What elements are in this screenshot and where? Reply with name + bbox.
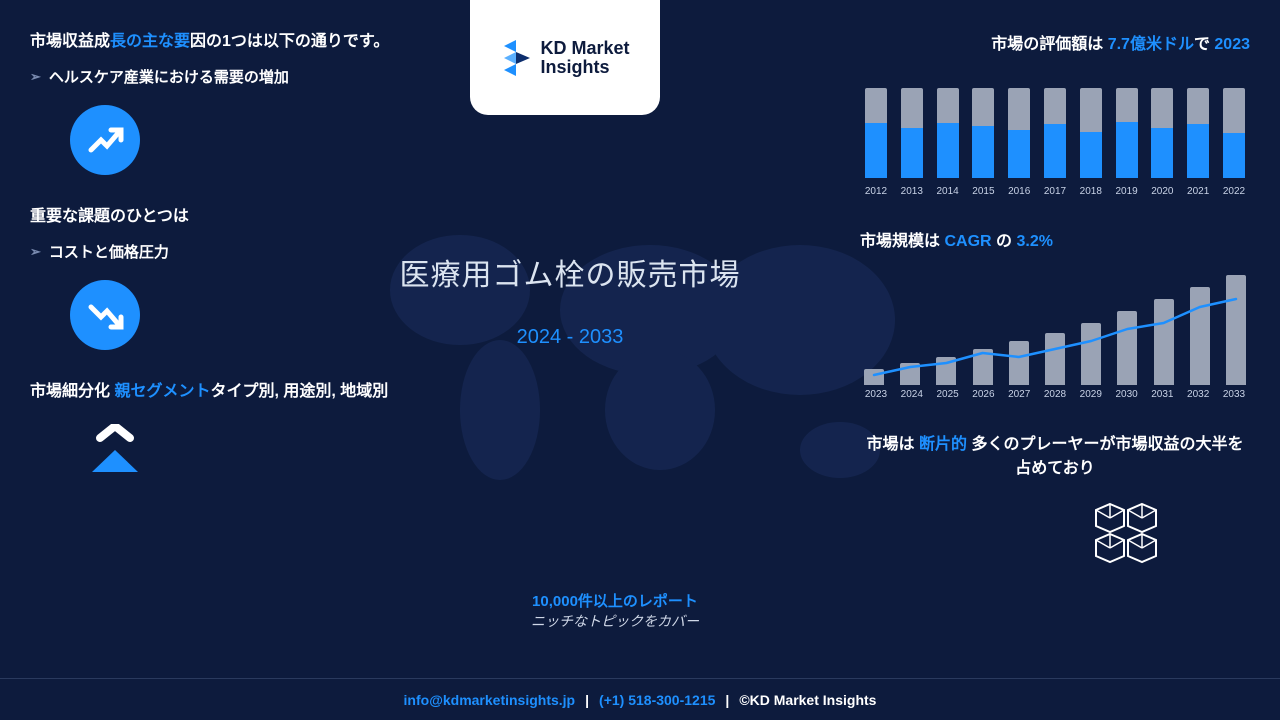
chart1-xlabel: 2020 — [1148, 186, 1176, 197]
logo-line1: KD Market — [540, 38, 629, 58]
chart2-xlabel: 2028 — [1041, 389, 1069, 400]
world-map-bg — [350, 200, 930, 520]
chart1-xlabel: 2022 — [1220, 186, 1248, 197]
segmentation-icon — [80, 424, 410, 489]
cagr-label: CAGR — [944, 233, 991, 250]
challenge-bullet: コストと価格圧力 — [49, 241, 169, 262]
chart2-xlabel: 2024 — [898, 389, 926, 400]
seg-pre: 市場細分化 — [30, 383, 114, 400]
valuation-chart — [860, 68, 1250, 178]
logo-icon — [500, 38, 534, 78]
challenge-section: 重要な課題のひとつは ➢ コストと価格圧力 — [30, 205, 410, 350]
chart1-xlabel: 2015 — [969, 186, 997, 197]
chart1-xlabel: 2016 — [1005, 186, 1033, 197]
fragmented-section: 市場は 断片的 多くのプレーヤーが市場収益の大半を占めており — [860, 430, 1250, 566]
footer: info@kdmarketinsights.jp | (+1) 518-300-… — [0, 678, 1280, 720]
valuation-pre: 市場の評価額は — [991, 36, 1107, 53]
seg-post: タイプ別, 用途別, 地域別 — [210, 383, 388, 400]
driver-post: 因の1つは以下の通りです。 — [190, 33, 389, 50]
chart1-xlabel: 2019 — [1113, 186, 1141, 197]
cagr-chart — [860, 265, 1250, 385]
frag-pre: 市場は — [867, 436, 919, 453]
chart1-bar — [1005, 88, 1033, 178]
footer-phone[interactable]: (+1) 518-300-1215 — [599, 692, 715, 708]
report-count-block: 10,000件以上のレポート ニッチなトピックをカバー — [440, 590, 790, 631]
chart1-bar — [1184, 88, 1212, 178]
driver-section: 市場収益成長の主な要因の1つは以下の通りです。 ➢ ヘルスケア産業における需要の… — [30, 30, 410, 175]
chart2-xlabel: 2033 — [1220, 389, 1248, 400]
cagr-section: 市場規模は CAGR の 3.2% 2023 2024 2025 2026 2027 20… — [860, 227, 1250, 400]
chart1-bar — [1220, 88, 1248, 178]
chart1-xlabel: 2017 — [1041, 186, 1069, 197]
chart2-xlabel: 2026 — [969, 389, 997, 400]
segmentation-section: 市場細分化 親セグメントタイプ別, 用途別, 地域別 — [30, 380, 410, 489]
chart1-bar — [969, 88, 997, 178]
trend-up-icon — [70, 105, 140, 175]
footer-copyright: ©KD Market Insights — [739, 692, 876, 708]
seg-hl: 親セグメント — [114, 383, 210, 400]
valuation-mid: で — [1194, 36, 1214, 53]
logo-card: KD Market Insights — [470, 0, 660, 115]
driver-bullet: ヘルスケア産業における需要の増加 — [49, 66, 289, 87]
valuation-year: 2023 — [1214, 36, 1250, 53]
chart1-xlabel: 2018 — [1077, 186, 1105, 197]
chart1-bar — [862, 88, 890, 178]
chart2-xlabel: 2025 — [934, 389, 962, 400]
logo-line2: Insights — [540, 57, 609, 77]
driver-hl: 長の主な要 — [110, 33, 190, 50]
chart1-bar — [1077, 88, 1105, 178]
chart1-xlabel: 2013 — [898, 186, 926, 197]
chart2-xlabel: 2027 — [1005, 389, 1033, 400]
trend-down-icon — [70, 280, 140, 350]
valuation-section: 市場の評価額は 7.7億米ドルで 2023 2012 2013 2014 2015 20… — [860, 30, 1250, 197]
chart1-bar — [1041, 88, 1069, 178]
chart1-bar — [1113, 88, 1141, 178]
challenge-intro: 重要な課題のひとつは — [30, 205, 410, 229]
chevron-icon: ➢ — [30, 69, 41, 85]
fragmented-icon — [860, 496, 1250, 566]
chevron-icon: ➢ — [30, 244, 41, 260]
cagr-value: 3.2% — [1016, 233, 1052, 250]
chart1-xlabel: 2014 — [934, 186, 962, 197]
chart2-xlabel: 2030 — [1113, 389, 1141, 400]
frag-post: 多くのプレーヤーが市場収益の大半を占めており — [967, 436, 1243, 477]
cagr-mid: の — [992, 233, 1017, 250]
chart2-xlabel: 2029 — [1077, 389, 1105, 400]
chart1-bar — [898, 88, 926, 178]
chart2-xlabel: 2031 — [1148, 389, 1176, 400]
chart1-bar — [934, 88, 962, 178]
footer-email[interactable]: info@kdmarketinsights.jp — [404, 692, 576, 708]
chart1-xlabel: 2012 — [862, 186, 890, 197]
cagr-pre: 市場規模は — [860, 233, 944, 250]
chart2-xlabel: 2032 — [1184, 389, 1212, 400]
chart2-xlabel: 2023 — [862, 389, 890, 400]
niche-topics: ニッチなトピックをカバー — [440, 611, 790, 631]
chart1-xlabel: 2021 — [1184, 186, 1212, 197]
driver-pre: 市場収益成 — [30, 33, 110, 50]
valuation-value: 7.7億米ドル — [1108, 36, 1194, 53]
report-count: 10,000件以上のレポート — [440, 590, 790, 611]
chart1-bar — [1148, 88, 1176, 178]
frag-hl: 断片的 — [919, 436, 967, 453]
